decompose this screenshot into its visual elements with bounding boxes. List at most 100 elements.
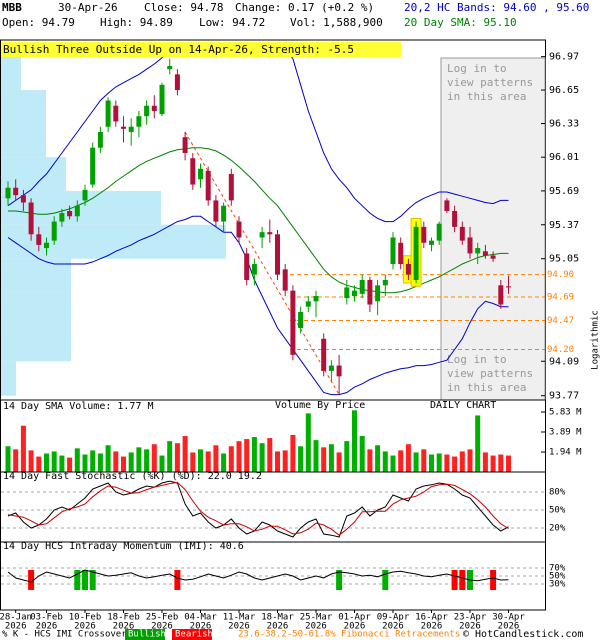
crossover-bar [459,570,466,590]
volume-bar [267,438,273,472]
x-tick-year: 2026 [151,622,173,632]
volume-by-price-bar [1,361,16,396]
candle-body [382,279,388,286]
candle-body [90,147,96,185]
volume-bar [228,446,234,472]
volume-by-price-bar [1,157,66,191]
candle-body [452,210,458,227]
indicator-panel [0,541,546,611]
candle-body [421,226,427,243]
candle-body [182,137,188,153]
volume-bar [305,413,311,472]
x-tick-label: 04-Mar [184,613,217,623]
y-tick-label: 95.69 [549,186,579,197]
candle-body [113,105,119,122]
volume-by-price-bar [1,292,71,327]
candle-body [398,242,404,265]
candle-body [228,174,234,201]
sma-line [8,147,509,294]
volume-bar [28,450,34,472]
volume-by-price-bar [1,56,21,91]
sma-legend: 20 Day SMA: 95.10 [404,16,517,29]
candle-body [313,295,319,302]
y-tick-label: 20% [549,524,566,534]
volume-bar [151,444,157,472]
x-tick-label: 16-Apr [415,613,448,623]
volume-bar [459,451,465,472]
open: Open: 94.79 [2,16,75,29]
volume-bar [213,445,219,472]
crossover-legend: % K - HCS IMI Crossover, [2,630,132,640]
volume-bar [444,454,450,472]
volume-bar [436,453,442,472]
y-tick-label: 94.09 [549,356,579,367]
x-tick-year: 2026 [36,622,58,632]
title-bar [1,42,401,57]
crossover-bar [74,570,81,590]
pattern-note: view patterns [447,76,533,89]
x-tick-label: 11-Mar [223,613,256,623]
x-tick-year: 2026 [498,622,520,632]
candle-body [144,105,150,117]
candle-body [151,105,157,111]
volume-bar [51,451,57,472]
crossover-bar [490,570,497,590]
panel-title: 14 Day Fast Stochastic (%K) (%D): 22.0 1… [3,471,262,482]
candle-body [336,365,342,377]
candle-body [375,285,381,302]
candle-body [498,285,504,305]
volume-bar [20,425,26,472]
candle-body [352,290,357,296]
crossover-bar [382,570,389,590]
volume-bar [74,448,80,472]
candle-body [121,126,126,129]
x-tick-label: 25-Feb [146,613,179,623]
volume-bar [429,454,434,472]
y-tick-label: 50% [549,506,566,516]
volume-bar [182,436,188,472]
candle-body [5,187,11,199]
volume-bar [290,434,296,472]
candle-body [51,221,57,241]
candle-body [244,253,250,280]
x-tick-year: 2026 [5,622,27,632]
volume-bar [221,453,227,472]
volume-bar [475,415,481,472]
close: Close: 94.78 [144,1,223,14]
pattern-note: view patterns [447,367,533,380]
candle-body [367,279,373,305]
crossover-bar [336,570,343,590]
volume-by-price-bar [1,224,226,259]
bullish-legend: Bullish [128,630,166,640]
pattern-area [440,57,546,401]
y-tick-label: 93.77 [549,391,579,402]
bearish-swatch [172,629,212,640]
volume-bar [298,446,304,472]
volume-bar [67,457,73,472]
volume: Vol: 1,588,900 [290,16,383,29]
volume-bar [244,439,250,472]
change: Change: 0.17 (+0.2 %) [235,1,374,14]
volume-bar [198,449,203,472]
candle-body [413,226,419,280]
candle-body [467,237,473,254]
fibonacci-legend: 23.6-38.2-50-61.8% Fibonacci Retracement… [238,630,460,640]
candle-body [213,200,219,222]
volume-bar [59,455,65,472]
y-tick-label: 96.01 [549,152,579,163]
candle-body [221,205,227,222]
volume-bar [128,452,134,472]
x-tick-label: 18-Feb [107,613,140,623]
fib-label: 94.47 [547,316,574,326]
candle-body [490,255,496,259]
volume-bar [328,444,334,472]
candle-body [74,205,80,217]
indicator-line [7,481,509,536]
copyright: © HotCandlestick.com [463,629,583,640]
x-tick-year: 2026 [228,622,250,632]
candle-body [82,189,88,201]
crossover-bar [89,570,96,590]
panel-title: 14 Day HCS Intraday Momentum (IMI): 40.6 [3,541,244,552]
candle-body [444,200,450,211]
